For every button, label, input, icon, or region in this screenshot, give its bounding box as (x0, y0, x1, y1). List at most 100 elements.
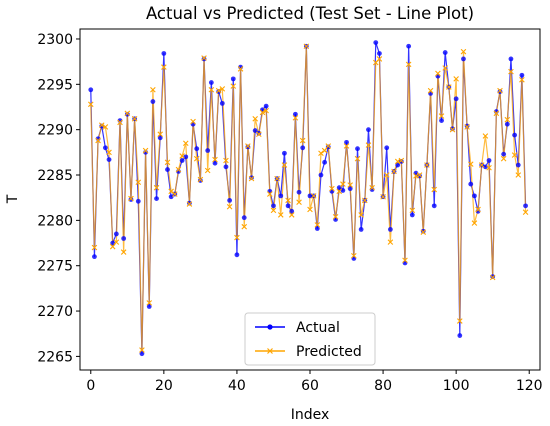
predicted-point (332, 213, 339, 220)
predicted-point (380, 193, 386, 200)
predicted-point (179, 153, 185, 159)
predicted-point (424, 162, 430, 168)
actual-point (395, 162, 401, 168)
actual-point (314, 226, 320, 231)
actual-point (490, 274, 496, 279)
predicted-point (212, 156, 218, 163)
predicted-point (519, 76, 525, 83)
y-tick-label: 2300 (37, 32, 73, 48)
actual-point (344, 139, 349, 145)
actual-point (292, 111, 298, 117)
predicted-point (223, 157, 229, 164)
predicted-point (117, 119, 123, 126)
predicted-point (190, 118, 196, 125)
actual-point (508, 56, 514, 62)
actual-point (230, 76, 236, 82)
predicted-point (303, 43, 310, 50)
predicted-point (219, 86, 226, 92)
predicted-point (237, 66, 244, 72)
x-tick-label: 100 (443, 378, 470, 394)
predicted-point (241, 223, 248, 230)
predicted-point (431, 186, 438, 193)
actual-point (398, 159, 404, 164)
predicted-point (354, 155, 361, 162)
actual-point (322, 159, 328, 165)
predicted-point (204, 167, 211, 174)
predicted-point (175, 166, 182, 173)
actual-point (519, 72, 525, 78)
actual-point (336, 185, 342, 191)
actual-point (154, 196, 159, 201)
predicted-point (409, 207, 416, 214)
predicted-point (197, 176, 204, 183)
predicted-point (336, 188, 343, 195)
predicted-point (248, 175, 255, 182)
predicted-point (511, 152, 518, 158)
actual-point (249, 175, 254, 181)
predicted-point (376, 56, 383, 62)
actual-point (256, 130, 262, 136)
actual-point (325, 144, 331, 150)
actual-point (234, 252, 240, 258)
predicted-point (230, 83, 237, 89)
predicted-point (120, 249, 127, 255)
actual-point (128, 197, 134, 202)
series-markers (87, 40, 529, 357)
predicted-point (234, 234, 240, 241)
x-tick-label: 60 (301, 378, 319, 394)
y-tick-label: 2295 (37, 77, 73, 93)
predicted-point (274, 175, 280, 182)
actual-point (179, 158, 185, 163)
actual-point (358, 227, 364, 232)
predicted-point (95, 137, 101, 144)
actual-point (450, 126, 455, 132)
predicted-point (402, 257, 408, 264)
legend-actual-marker (267, 324, 273, 330)
predicted-point (153, 184, 160, 191)
predicted-point (460, 48, 467, 55)
predicted-point (475, 206, 481, 213)
legend-actual-label: Actual (296, 320, 340, 336)
actual-point (406, 43, 412, 49)
actual-point (245, 144, 251, 150)
actual-point (201, 56, 207, 62)
actual-point (296, 189, 302, 195)
actual-point (88, 87, 94, 93)
predicted-point (318, 150, 324, 157)
predicted-point (478, 162, 485, 168)
predicted-point (420, 229, 427, 235)
actual-point (442, 50, 448, 55)
x-axis-label: Index (291, 407, 330, 423)
predicted-point (471, 220, 478, 226)
actual-point (420, 228, 426, 234)
actual-point (113, 231, 119, 237)
predicted-point (500, 155, 507, 162)
actual-point (102, 145, 108, 151)
predicted-point (296, 199, 302, 206)
predicted-point (438, 113, 445, 119)
y-axis-label: T (5, 194, 21, 204)
actual-point (106, 157, 112, 163)
predicted-point (139, 347, 145, 353)
actual-point (461, 56, 466, 62)
actual-point (146, 304, 152, 309)
predicted-point (358, 212, 364, 218)
predicted-point (142, 147, 149, 154)
y-tick-label: 2290 (37, 123, 73, 139)
predicted-point (150, 86, 156, 93)
predicted-point (193, 155, 200, 162)
actual-point (168, 194, 174, 200)
predicted-point (391, 168, 397, 175)
predicted-point (161, 64, 167, 70)
predicted-point (325, 143, 332, 149)
predicted-point (497, 87, 503, 94)
predicted-point (489, 274, 496, 281)
predicted-point (252, 115, 258, 122)
actual-point (124, 111, 130, 117)
actual-point (300, 145, 306, 151)
actual-point (219, 100, 225, 106)
predicted-point (87, 101, 94, 108)
actual-point (139, 351, 145, 357)
predicted-point (329, 185, 335, 192)
